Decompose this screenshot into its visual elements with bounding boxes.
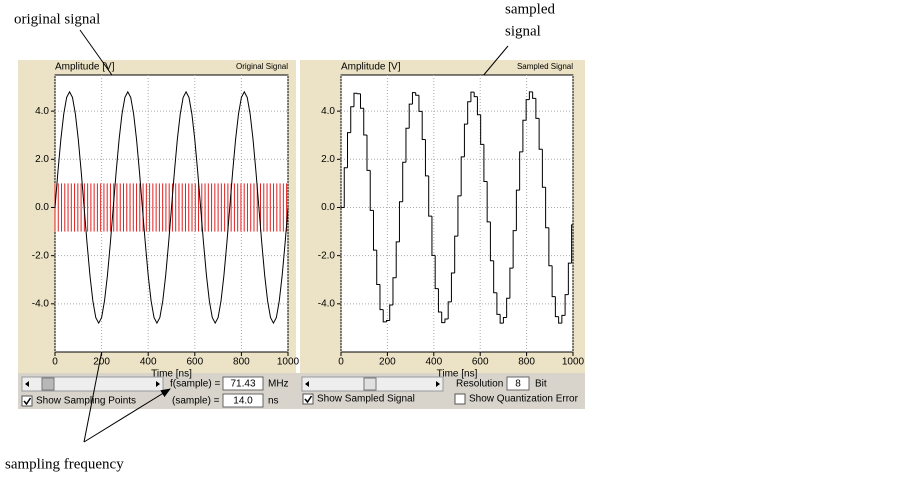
chart: Amplitude [V] Sampled Signal Time [ns] -4.0… xyxy=(318,62,585,380)
label: f(sample) = xyxy=(170,379,220,390)
y-tick-label: 0.0 xyxy=(321,202,335,213)
x-tick-label: 0 xyxy=(52,357,58,368)
x-axis-label: Time [ns] xyxy=(437,369,478,380)
y-axis-label: Amplitude [V] xyxy=(341,62,401,73)
x-tick-label: 0 xyxy=(338,357,344,368)
unit: MHz xyxy=(268,379,289,390)
chart-title: Sampled Signal xyxy=(517,62,573,71)
input-value: 71.43 xyxy=(230,379,255,390)
x-axis-label: Time [ns] xyxy=(151,369,192,380)
y-tick-label: 0.0 xyxy=(35,202,49,213)
x-tick-label: 600 xyxy=(186,357,203,368)
input-value: 8 xyxy=(515,379,521,390)
y-tick-label: 4.0 xyxy=(321,106,335,117)
unit: Bit xyxy=(535,379,547,390)
annotation: sampled xyxy=(505,1,555,17)
checkbox-label: Show Quantization Error xyxy=(469,394,579,405)
x-tick-label: 200 xyxy=(93,357,110,368)
annotation: original signal xyxy=(14,11,100,27)
y-tick-label: 2.0 xyxy=(35,154,49,165)
input-value: 14.0 xyxy=(233,396,253,407)
x-tick-label: 400 xyxy=(140,357,157,368)
checkbox-label: Show Sampled Signal xyxy=(317,394,415,405)
x-tick-label: 1000 xyxy=(562,357,585,368)
chart-title: Original Signal xyxy=(236,62,288,71)
y-axis-label: Amplitude [V] xyxy=(55,62,115,73)
checkbox-label: Show Sampling Points xyxy=(36,396,136,407)
x-tick-label: 600 xyxy=(472,357,489,368)
plot-area xyxy=(341,75,573,352)
y-tick-label: 2.0 xyxy=(321,154,335,165)
scroll-thumb[interactable] xyxy=(364,378,376,390)
y-tick-label: -4.0 xyxy=(318,298,336,309)
x-tick-label: 200 xyxy=(379,357,396,368)
chart: Amplitude [V] Original Signal Time [ns] -4.… xyxy=(32,62,300,380)
x-tick-label: 1000 xyxy=(277,357,300,368)
x-tick-label: 800 xyxy=(518,357,535,368)
x-tick-label: 400 xyxy=(425,357,442,368)
x-tick-label: 800 xyxy=(233,357,250,368)
checkbox[interactable] xyxy=(455,394,465,404)
y-tick-label: -2.0 xyxy=(318,250,336,261)
scroll-thumb[interactable] xyxy=(42,378,54,390)
y-tick-label: -2.0 xyxy=(32,250,50,261)
unit: ns xyxy=(268,396,279,407)
y-tick-label: 4.0 xyxy=(35,106,49,117)
annotation: sampling frequency xyxy=(5,456,124,472)
label: Resolution xyxy=(456,379,503,390)
annotation: signal xyxy=(505,23,541,39)
y-tick-label: -4.0 xyxy=(32,298,50,309)
label: (sample) = xyxy=(172,396,220,407)
